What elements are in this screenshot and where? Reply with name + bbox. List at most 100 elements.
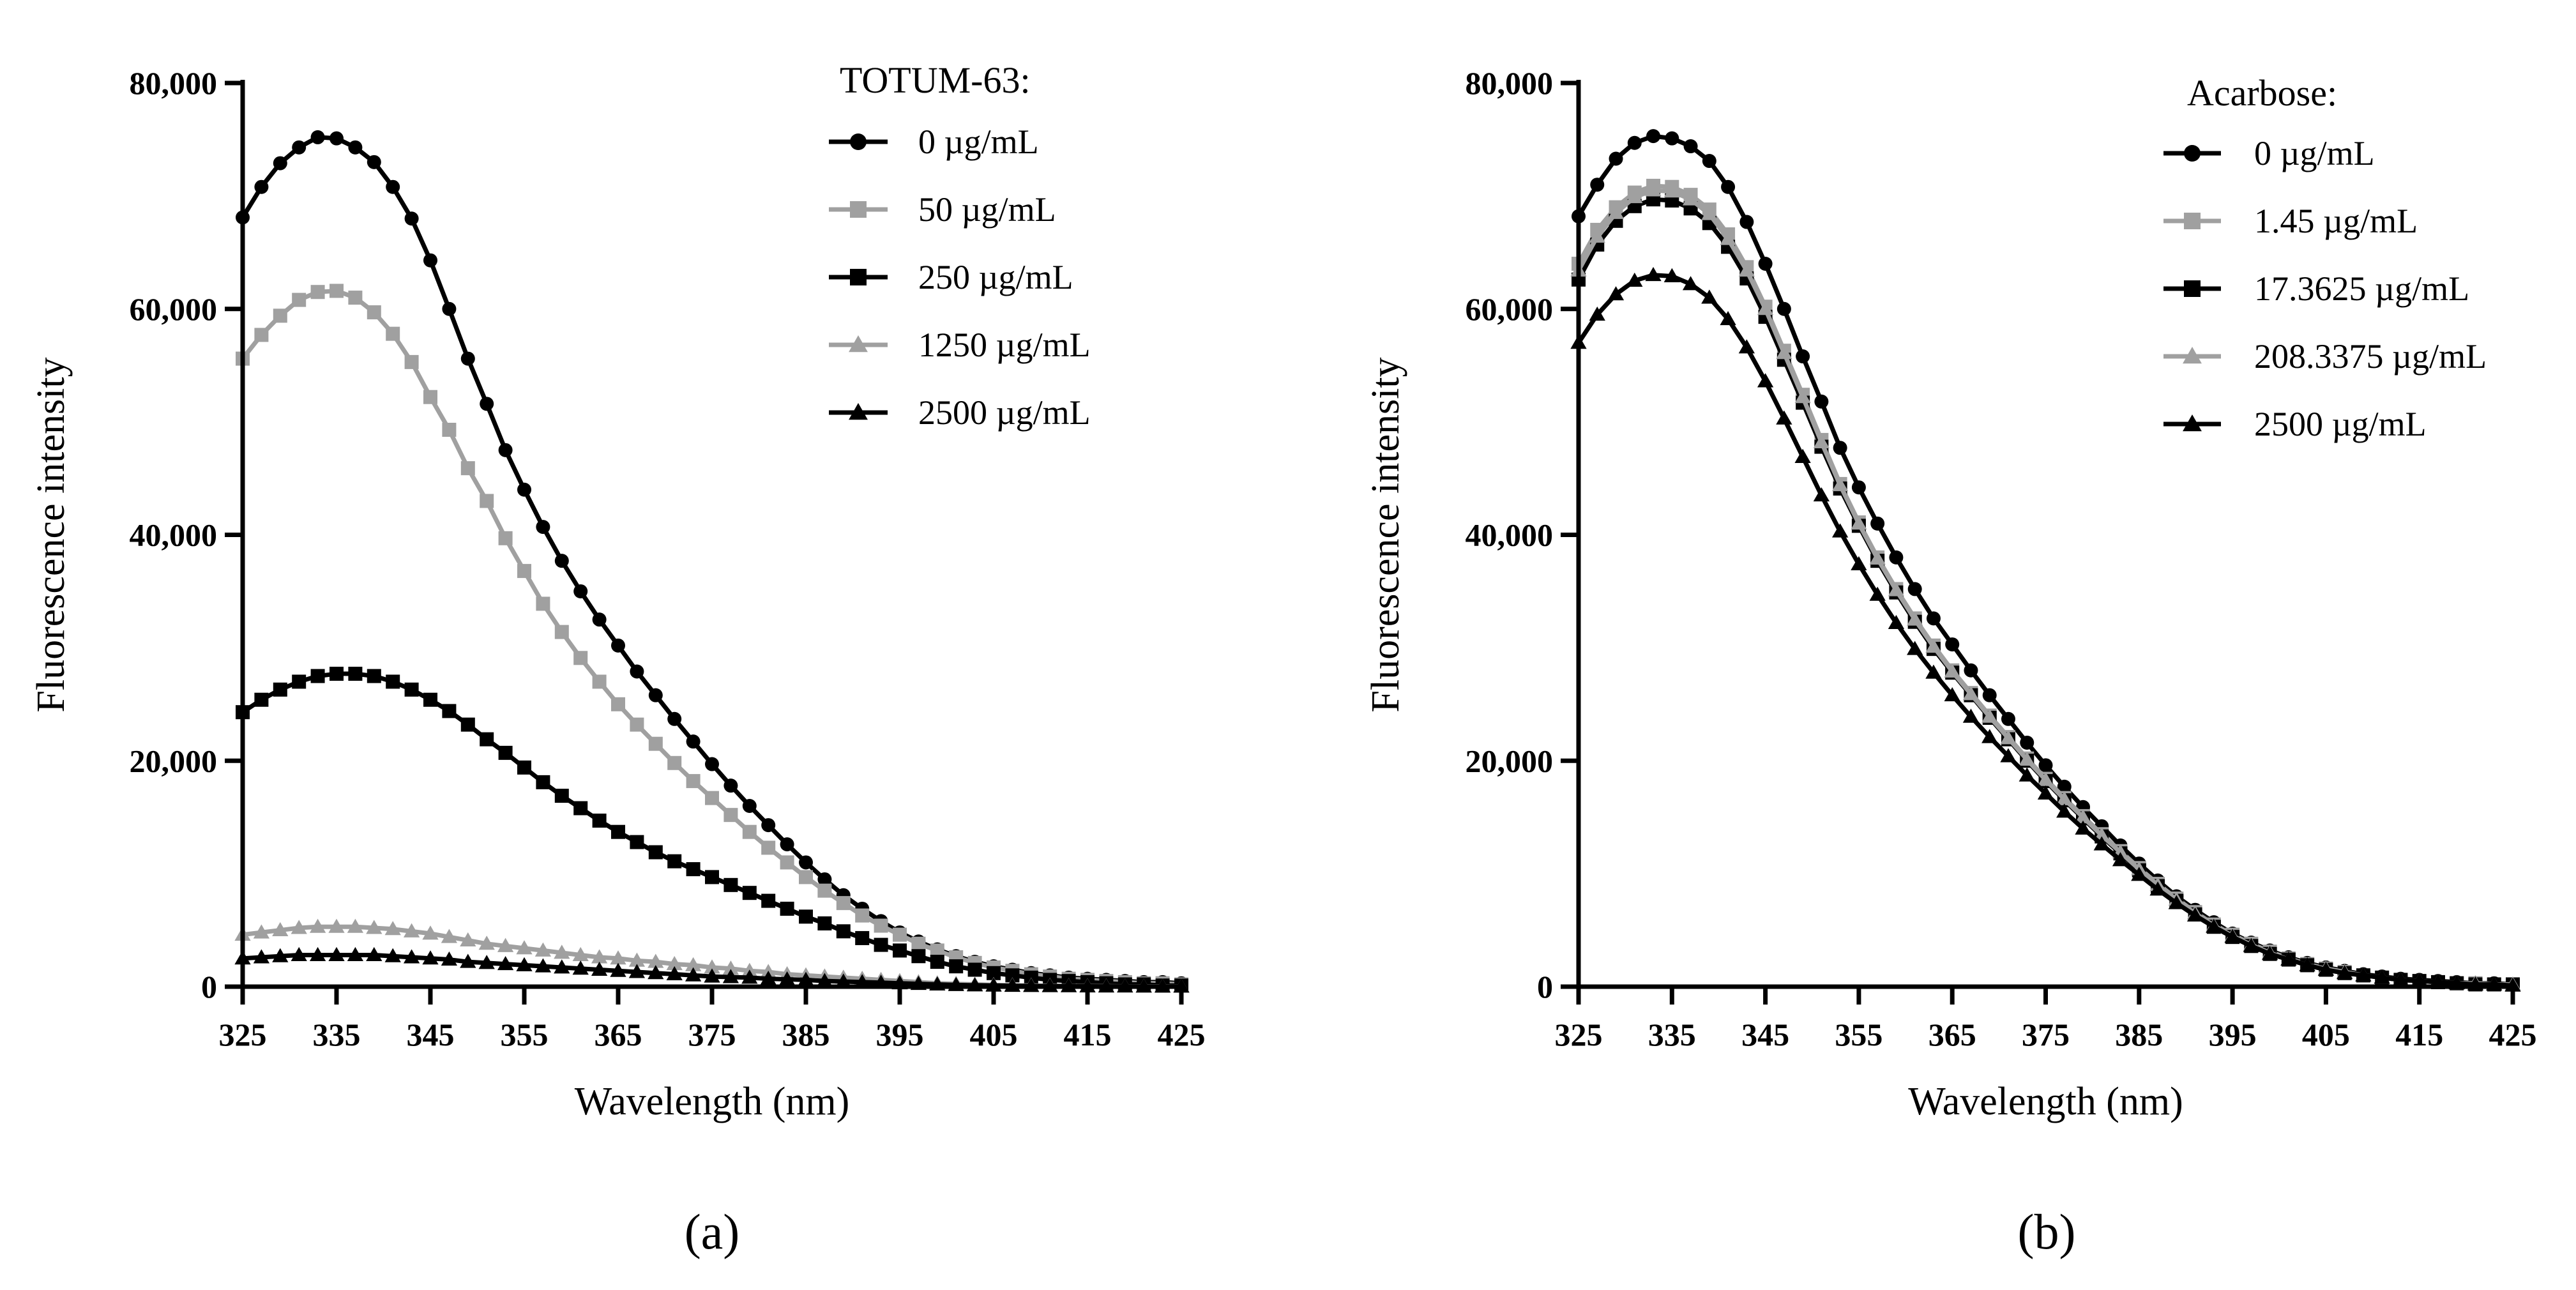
data-point bbox=[366, 920, 383, 934]
data-point bbox=[498, 745, 513, 760]
data-point bbox=[835, 973, 852, 988]
series-line bbox=[1577, 273, 2513, 988]
data-point bbox=[2243, 937, 2260, 952]
data-point bbox=[1005, 968, 1020, 983]
data-point bbox=[2186, 907, 2204, 922]
data-point bbox=[554, 789, 569, 803]
x-tick-label: 405 bbox=[2302, 1017, 2350, 1052]
data-point bbox=[648, 965, 664, 980]
data-point bbox=[817, 883, 832, 898]
x-tick-label: 345 bbox=[1741, 1017, 1789, 1052]
data-point bbox=[253, 924, 270, 939]
data-point bbox=[722, 960, 739, 975]
data-point bbox=[272, 948, 289, 962]
data-point bbox=[911, 936, 926, 951]
data-point bbox=[780, 855, 794, 870]
data-point bbox=[967, 962, 982, 977]
data-point bbox=[330, 284, 344, 298]
data-point bbox=[1831, 477, 1849, 492]
data-point bbox=[742, 886, 757, 900]
y-tick-label: 0 bbox=[1537, 969, 1553, 1005]
x-tick-label: 385 bbox=[2115, 1017, 2163, 1052]
data-point bbox=[1776, 345, 1792, 360]
legend-item-0: 0 µg/mL bbox=[2163, 134, 2375, 172]
series-1 bbox=[236, 284, 1188, 992]
data-point bbox=[1925, 664, 1942, 679]
data-point bbox=[648, 688, 663, 702]
data-point bbox=[1926, 611, 1941, 626]
legend-item-1: 1.45 µg/mL bbox=[2163, 202, 2418, 240]
data-point bbox=[328, 918, 345, 933]
data-point bbox=[1607, 286, 1625, 301]
data-point bbox=[685, 967, 702, 982]
series-line bbox=[1576, 133, 2513, 987]
data-point bbox=[893, 927, 907, 942]
data-point bbox=[347, 918, 364, 933]
y-tick-label: 80,000 bbox=[130, 65, 218, 101]
data-point bbox=[893, 943, 907, 958]
data-point bbox=[1609, 151, 1623, 166]
data-point bbox=[536, 596, 550, 611]
legend-label: 0 µg/mL bbox=[918, 123, 1039, 161]
data-point bbox=[836, 924, 851, 939]
series-4 bbox=[1570, 267, 2521, 992]
y-tick-label: 60,000 bbox=[130, 291, 218, 327]
data-point bbox=[2000, 748, 2017, 763]
data-point bbox=[2392, 971, 2409, 986]
x-tick-label: 325 bbox=[1555, 1017, 1603, 1052]
data-point bbox=[2056, 791, 2073, 805]
data-point bbox=[404, 211, 419, 226]
data-point bbox=[686, 862, 701, 877]
data-point bbox=[1626, 188, 1643, 204]
legend-swatch-marker bbox=[849, 403, 868, 420]
x-tick-label: 375 bbox=[688, 1017, 736, 1052]
legend-item-2: 250 µg/mL bbox=[829, 258, 1073, 296]
x-tick-label: 415 bbox=[2395, 1017, 2443, 1052]
chart-panel-b: 0 20,000 40,000 60,000 80,000 325 335 345 355 365… bbox=[1364, 65, 2537, 1259]
legend-item-0: 0 µg/mL bbox=[829, 123, 1039, 161]
data-point bbox=[309, 946, 326, 961]
data-point bbox=[1944, 687, 1960, 702]
data-point bbox=[1645, 267, 1662, 282]
data-point bbox=[2411, 973, 2428, 987]
data-point bbox=[704, 959, 720, 974]
data-point bbox=[1777, 301, 1791, 316]
data-point bbox=[460, 932, 476, 946]
legend-swatch-marker bbox=[849, 335, 868, 353]
data-point bbox=[536, 520, 550, 535]
data-point bbox=[648, 953, 664, 968]
data-point bbox=[1981, 708, 1998, 723]
data-point bbox=[1757, 373, 1774, 388]
data-point bbox=[2093, 836, 2110, 851]
data-point bbox=[2093, 827, 2110, 842]
data-point bbox=[724, 808, 738, 823]
data-point bbox=[480, 494, 494, 508]
legend-item-3: 1250 µg/mL bbox=[829, 326, 1091, 364]
data-point bbox=[1831, 523, 1849, 538]
legend-swatch-marker bbox=[2183, 347, 2202, 364]
legend-swatch-marker bbox=[850, 201, 867, 218]
data-point bbox=[310, 130, 325, 144]
data-point bbox=[1739, 215, 1754, 229]
data-point bbox=[480, 732, 494, 747]
data-point bbox=[592, 612, 607, 627]
x-axis-title: Wavelength (nm) bbox=[575, 1080, 850, 1123]
data-point bbox=[1738, 339, 1755, 354]
data-point bbox=[817, 872, 832, 886]
legend-swatch-marker bbox=[2183, 414, 2202, 432]
data-point bbox=[591, 961, 608, 976]
data-point bbox=[253, 949, 270, 964]
y-tick-label: 80,000 bbox=[1466, 65, 1554, 101]
data-point bbox=[1833, 441, 1847, 455]
data-point bbox=[741, 969, 758, 984]
data-point bbox=[648, 845, 663, 860]
data-point bbox=[554, 625, 569, 639]
data-point bbox=[310, 669, 325, 683]
data-point bbox=[592, 813, 607, 828]
data-point bbox=[1962, 686, 1980, 701]
data-point bbox=[386, 326, 400, 341]
data-point bbox=[2280, 951, 2297, 966]
legend-label: 250 µg/mL bbox=[918, 258, 1073, 296]
data-point bbox=[309, 918, 326, 933]
data-point bbox=[573, 801, 588, 816]
